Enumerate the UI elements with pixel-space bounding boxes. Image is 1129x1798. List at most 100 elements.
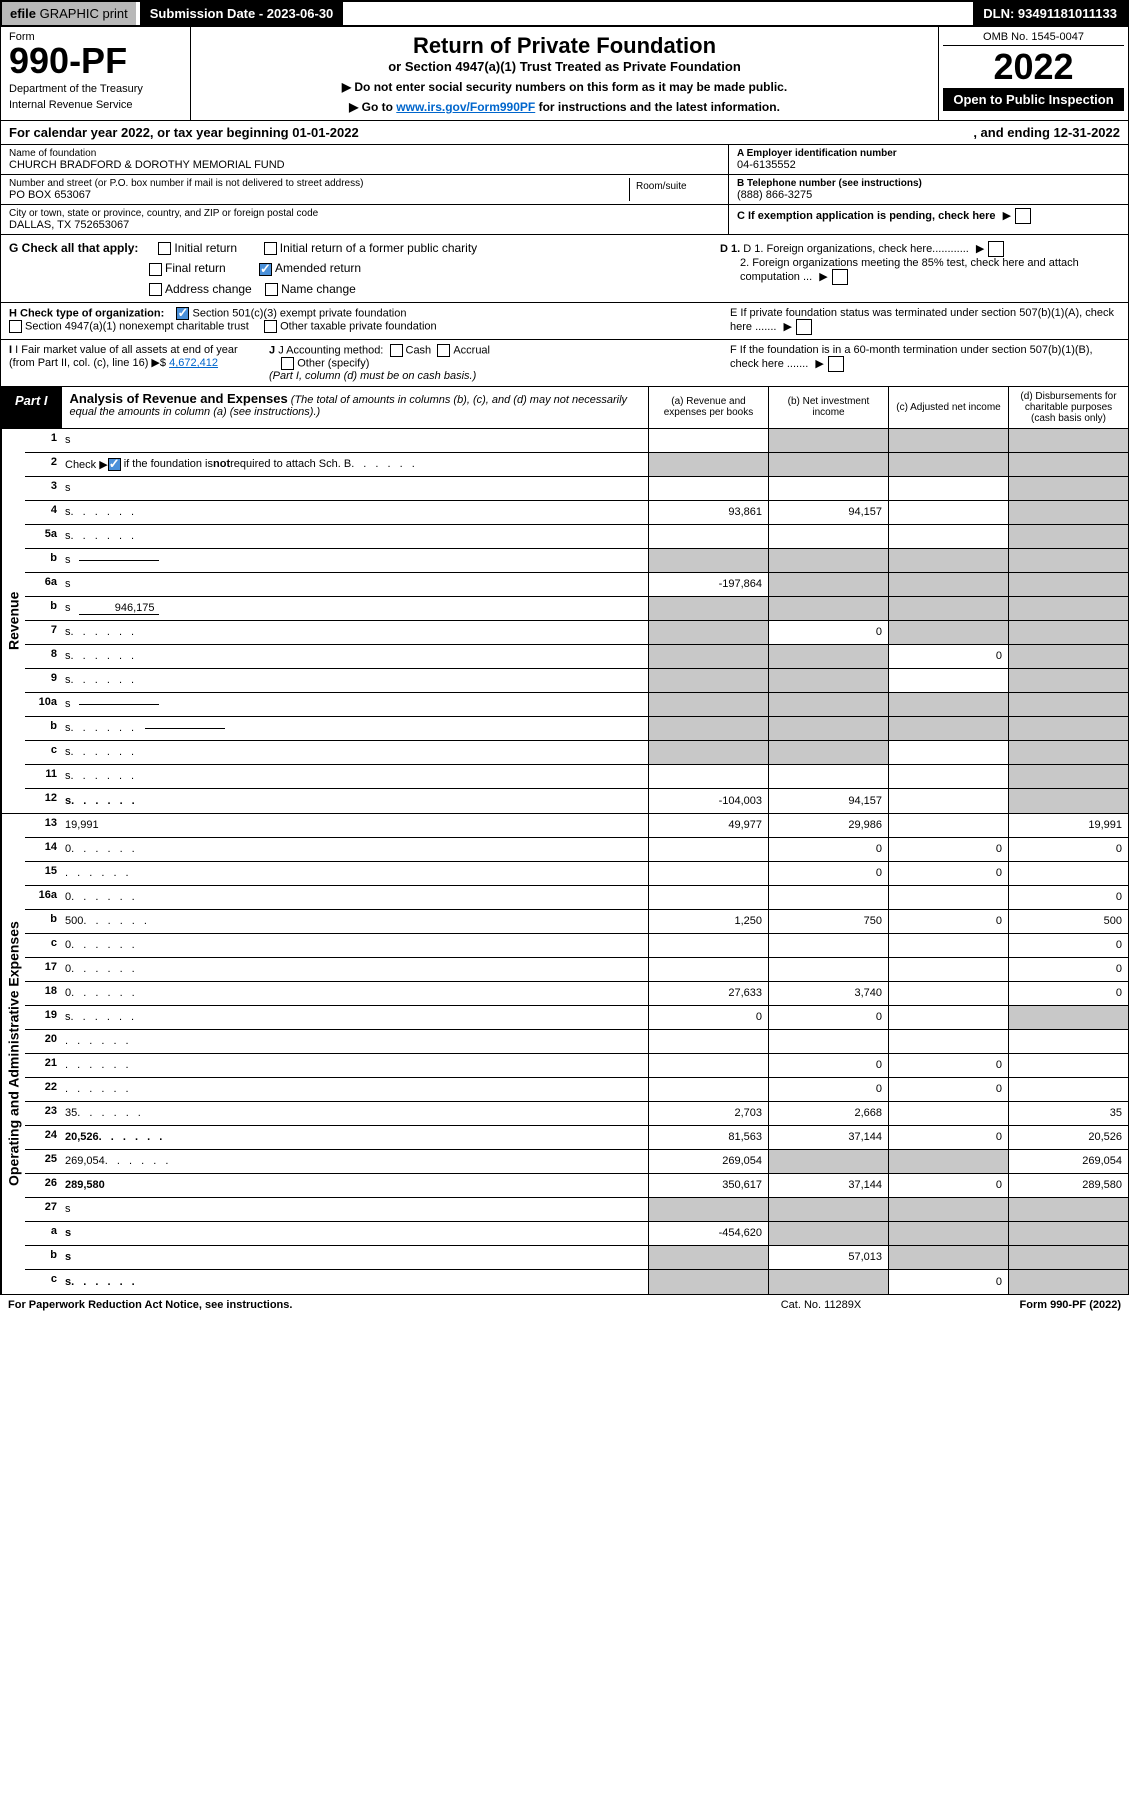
e-checkbox[interactable] (796, 319, 812, 335)
final-return-chk[interactable] (149, 263, 162, 276)
cell-shaded (768, 693, 888, 716)
address-change-chk[interactable] (149, 283, 162, 296)
table-row: 3s (25, 477, 1128, 501)
h2-checkbox[interactable] (9, 320, 22, 333)
cell-value: 57,013 (768, 1246, 888, 1269)
line-number: 10a (25, 693, 61, 716)
open-inspection: Open to Public Inspection (943, 88, 1124, 111)
sub-input: 946,175 (79, 602, 159, 615)
line-desc: s946,175 (61, 597, 648, 620)
cell-shaded (648, 717, 768, 740)
cell-value: 94,157 (768, 789, 888, 813)
cell-value (888, 789, 1008, 813)
f-row: F If the foundation is in a 60-month ter… (730, 344, 1120, 372)
c-label: C If exemption application is pending, c… (737, 210, 996, 222)
line-number: 14 (25, 838, 61, 861)
line-number: 6a (25, 573, 61, 596)
j-note: (Part I, column (d) must be on cash basi… (269, 370, 476, 382)
table-row: 26289,580350,61737,1440289,580 (25, 1174, 1128, 1198)
cell-value: 93,861 (648, 501, 768, 524)
initial-return-chk[interactable] (158, 242, 171, 255)
line-number: 7 (25, 621, 61, 644)
table-row: 2Check ▶ if the foundation is not requir… (25, 453, 1128, 477)
fmv-link[interactable]: 4,672,412 (169, 357, 218, 369)
expenses-side-label: Operating and Administrative Expenses (1, 814, 25, 1294)
cell-value: 3,740 (768, 982, 888, 1005)
line-desc: s (61, 549, 648, 572)
cell-shaded (1008, 453, 1128, 476)
h2-text: Section 4947(a)(1) nonexempt charitable … (25, 320, 249, 332)
irs-label: Internal Revenue Service (9, 99, 182, 111)
room-suite: Room/suite (630, 178, 720, 201)
cell-shaded (888, 717, 1008, 740)
cell-value: 0 (1008, 982, 1128, 1005)
line-number: 26 (25, 1174, 61, 1197)
cell-value: 500 (1008, 910, 1128, 933)
cell-value: 20,526 (1008, 1126, 1128, 1149)
line-desc: s . . . . . . (61, 525, 648, 548)
cell-shaded (648, 621, 768, 644)
line-desc: 0 . . . . . . (61, 886, 648, 909)
cell-value (648, 886, 768, 909)
d1-checkbox[interactable] (988, 241, 1004, 257)
line-number: 11 (25, 765, 61, 788)
cell-value (768, 765, 888, 788)
d2-text: 2. Foreign organizations meeting the 85%… (740, 257, 1079, 283)
cell-shaded (1008, 1006, 1128, 1029)
line-desc: 0 . . . . . . (61, 982, 648, 1005)
part1-tag: Part I (1, 387, 62, 428)
d2-checkbox[interactable] (832, 269, 848, 285)
line-number: 4 (25, 501, 61, 524)
h3-checkbox[interactable] (264, 320, 277, 333)
cell-shaded (768, 1150, 888, 1173)
cell-shaded (1008, 501, 1128, 524)
j-other: Other (specify) (297, 357, 369, 369)
tel-row: B Telephone number (see instructions) (8… (729, 175, 1128, 205)
line-desc: s . . . . . . (61, 1006, 648, 1029)
initial-former-chk[interactable] (264, 242, 277, 255)
other-checkbox[interactable] (281, 357, 294, 370)
f-text: F If the foundation is in a 60-month ter… (730, 344, 1093, 370)
col-c-hdr: (c) Adjusted net income (888, 387, 1008, 428)
schb-checkbox[interactable] (108, 458, 121, 471)
cell-shaded (1008, 597, 1128, 620)
cell-value: 19,991 (1008, 814, 1128, 837)
cell-shaded (648, 645, 768, 668)
cell-value: 0 (1008, 838, 1128, 861)
cell-value: -454,620 (648, 1222, 768, 1245)
line-desc: s (61, 573, 648, 596)
city-state-zip: DALLAS, TX 752653067 (9, 219, 720, 231)
h1-checkbox[interactable] (176, 307, 189, 320)
cell-shaded (648, 549, 768, 572)
cell-shaded (648, 1198, 768, 1221)
c-checkbox[interactable] (1015, 208, 1031, 224)
irs-link[interactable]: www.irs.gov/Form990PF (396, 100, 535, 114)
form-ref: Form 990-PF (2022) (921, 1299, 1121, 1311)
cell-value: -104,003 (648, 789, 768, 813)
info-block: Name of foundation CHURCH BRADFORD & DOR… (0, 145, 1129, 235)
j-accrual: Accrual (453, 344, 490, 356)
accrual-checkbox[interactable] (437, 344, 450, 357)
cell-value (888, 982, 1008, 1005)
cell-value: -197,864 (648, 573, 768, 596)
cash-checkbox[interactable] (390, 344, 403, 357)
line-desc: s . . . . . . (61, 621, 648, 644)
f-checkbox[interactable] (828, 356, 844, 372)
line-number: a (25, 1222, 61, 1245)
cell-value: 269,054 (1008, 1150, 1128, 1173)
amended-return-chk[interactable] (259, 263, 272, 276)
line-desc: s . . . . . . (61, 765, 648, 788)
cell-value: 289,580 (1008, 1174, 1128, 1197)
paperwork-notice: For Paperwork Reduction Act Notice, see … (8, 1299, 721, 1311)
cell-shaded (888, 429, 1008, 452)
cy-begin: For calendar year 2022, or tax year begi… (9, 125, 973, 140)
line-number: 2 (25, 453, 61, 476)
line-desc: 0 . . . . . . (61, 934, 648, 957)
line-desc: s (61, 1198, 648, 1221)
cell-value (768, 934, 888, 957)
line-desc: 500 . . . . . . (61, 910, 648, 933)
name-change-chk[interactable] (265, 283, 278, 296)
cell-shaded (1008, 1198, 1128, 1221)
line-number: 20 (25, 1030, 61, 1053)
line-number: c (25, 1270, 61, 1294)
